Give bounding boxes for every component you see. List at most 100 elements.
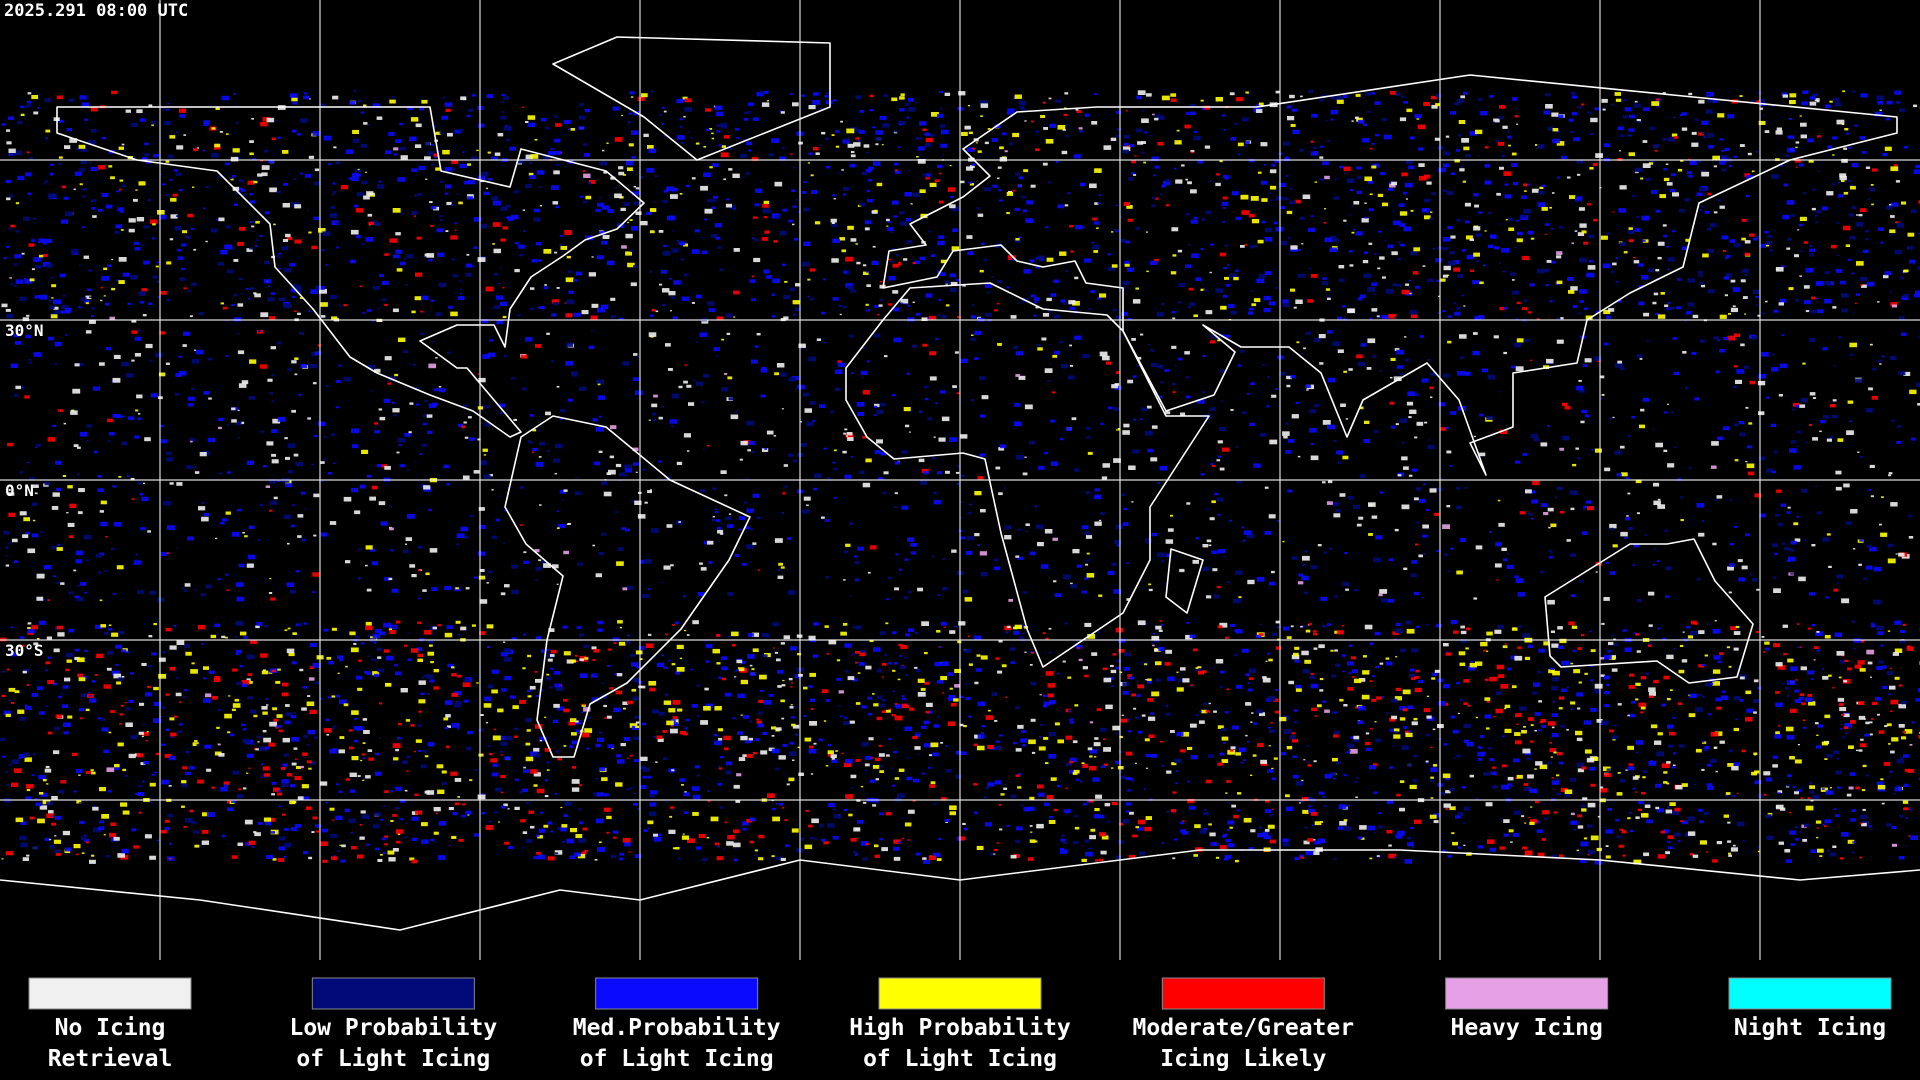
icing-pixel [1547,425,1551,427]
icing-pixel [1145,231,1148,233]
icing-pixel [62,294,66,297]
icing-pixel [1838,703,1844,707]
icing-pixel [578,808,582,811]
icing-pixel [1734,459,1739,462]
icing-pixel [97,571,102,574]
icing-pixel [1540,442,1548,447]
icing-pixel [972,147,976,150]
icing-pixel [15,230,20,233]
icing-pixel [533,747,540,752]
icing-pixel [58,789,65,794]
icing-pixel [1410,250,1418,256]
icing-pixel [1586,274,1590,277]
icing-pixel [504,125,512,131]
icing-pixel [908,431,911,433]
icing-pixel [669,419,677,424]
icing-pixel [388,577,393,581]
icing-pixel [878,703,886,708]
icing-pixel [1435,258,1443,263]
icing-pixel [850,154,856,158]
icing-pixel [956,278,961,282]
icing-pixel [100,299,103,302]
icing-pixel [863,144,870,148]
icing-pixel [164,120,171,125]
icing-pixel [618,166,624,170]
icing-pixel [1895,221,1899,224]
icing-pixel [1308,227,1316,232]
icing-pixel [216,219,219,221]
icing-pixel [343,376,351,382]
icing-pixel [898,568,903,571]
icing-pixel [1014,207,1021,212]
icing-pixel [249,140,254,143]
icing-pixel [1717,113,1725,118]
icing-pixel [190,440,193,443]
icing-pixel [1264,237,1273,242]
icing-pixel [105,204,113,209]
icing-pixel [996,279,1003,284]
icing-pixel [1547,599,1555,605]
icing-pixel [238,277,243,281]
icing-pixel [1357,297,1363,301]
icing-pixel [965,550,973,555]
icing-pixel [1624,107,1632,112]
icing-pixel [695,341,698,343]
icing-pixel [1067,579,1070,581]
icing-pixel [1719,349,1725,353]
icing-pixel [1513,99,1516,102]
icing-pixel [1620,134,1625,138]
icing-pixel [1789,548,1795,552]
icing-pixel [1069,344,1072,347]
icing-pixel [937,594,941,596]
icing-pixel [754,203,760,207]
icing-pixel [366,309,372,312]
icing-pixel [1749,380,1756,385]
icing-pixel [1516,338,1524,343]
icing-pixel [1890,419,1895,422]
icing-pixel [1720,155,1729,160]
icing-pixel [90,107,98,112]
icing-pixel [372,103,381,108]
icing-pixel [1460,630,1467,635]
icing-pixel [546,450,550,452]
icing-pixel [429,225,433,227]
icing-pixel [311,463,314,465]
icing-pixel [299,332,304,335]
icing-pixel [1701,132,1706,135]
icing-pixel [1849,342,1857,348]
icing-pixel [253,292,257,295]
icing-pixel [1135,226,1141,230]
icing-pixel [1396,365,1403,369]
icing-pixel [1746,445,1752,449]
icing-pixel [1634,100,1638,103]
icing-pixel [435,131,441,135]
icing-pixel [251,118,254,120]
icing-pixel [595,573,602,578]
icing-pixel [414,793,419,796]
icing-pixel [312,591,316,594]
icing-pixel [1741,237,1746,241]
icing-pixel [1404,358,1410,362]
icing-pixel [276,714,283,718]
icing-pixel [297,535,302,538]
icing-pixel [1569,777,1577,782]
icing-pixel [493,248,501,254]
icing-pixel [1748,471,1755,476]
icing-pixel [1313,647,1318,650]
icing-pixel [153,154,159,158]
icing-pixel [468,108,474,112]
icing-pixel [775,767,780,771]
icing-pixel [867,198,873,203]
icing-pixel [157,597,165,602]
icing-pixel [539,504,542,506]
icing-pixel [259,235,263,238]
icing-pixel [670,425,675,428]
icing-pixel [1302,555,1310,561]
icing-pixel [1,303,8,308]
icing-pixel [1360,343,1367,347]
icing-pixel [448,305,453,309]
icing-pixel [1498,116,1504,120]
icing-pixel [482,354,490,359]
icing-pixel [1754,493,1762,498]
icing-pixel [1828,565,1832,568]
